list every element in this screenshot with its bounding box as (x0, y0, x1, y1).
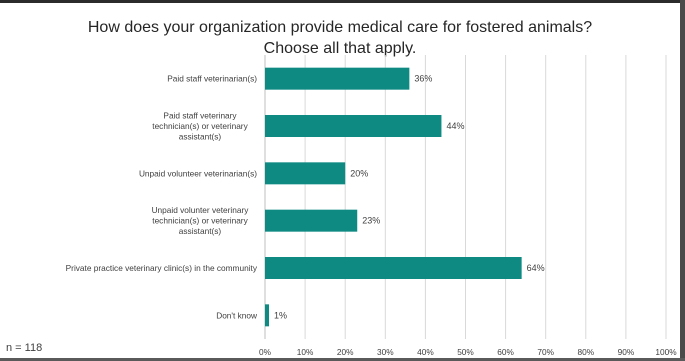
x-tick-label: 50% (457, 347, 474, 357)
data-label: 44% (446, 121, 464, 131)
sample-size-label: n = 118 (6, 342, 43, 354)
bar (265, 115, 442, 137)
category-label: Don't know (216, 310, 258, 320)
x-tick-label: 90% (618, 347, 635, 357)
category-label: Private practice veterinary clinic(s) in… (66, 263, 258, 273)
bar (265, 257, 522, 279)
x-tick-label: 40% (417, 347, 434, 357)
x-tick-label: 0% (259, 347, 272, 357)
x-tick-label: 100% (655, 347, 677, 357)
data-label: 23% (362, 216, 380, 226)
x-tick-label: 60% (497, 347, 514, 357)
chart-title: How does your organization provide medic… (87, 19, 593, 57)
category-label: Paid staff veterinarian(s) (167, 74, 257, 84)
category-label: Unpaid volunter veterinary technician(s) … (152, 205, 250, 236)
x-tick-label: 30% (377, 347, 394, 357)
data-label: 36% (414, 74, 432, 84)
window-edge (680, 0, 685, 358)
bar (265, 162, 346, 185)
bar (265, 304, 270, 327)
bar-chart: 0% 10% 20% 30% 40% 50% 60% 70% 80% 90% 100% 36% Paid… (66, 55, 677, 357)
x-tick-label: 20% (337, 347, 354, 357)
data-label: 64% (527, 263, 545, 273)
x-tick-label: 80% (577, 347, 594, 357)
x-tick-label: 10% (297, 347, 314, 357)
bar (265, 209, 358, 232)
bar (265, 67, 410, 90)
category-label: Unpaid volunteer veterinarian(s) (139, 168, 257, 178)
data-label: 1% (274, 310, 287, 320)
category-label: Paid staff veterinary technician(s) or ve… (152, 111, 248, 142)
data-label: 20% (350, 168, 368, 178)
x-tick-label: 70% (537, 347, 554, 357)
